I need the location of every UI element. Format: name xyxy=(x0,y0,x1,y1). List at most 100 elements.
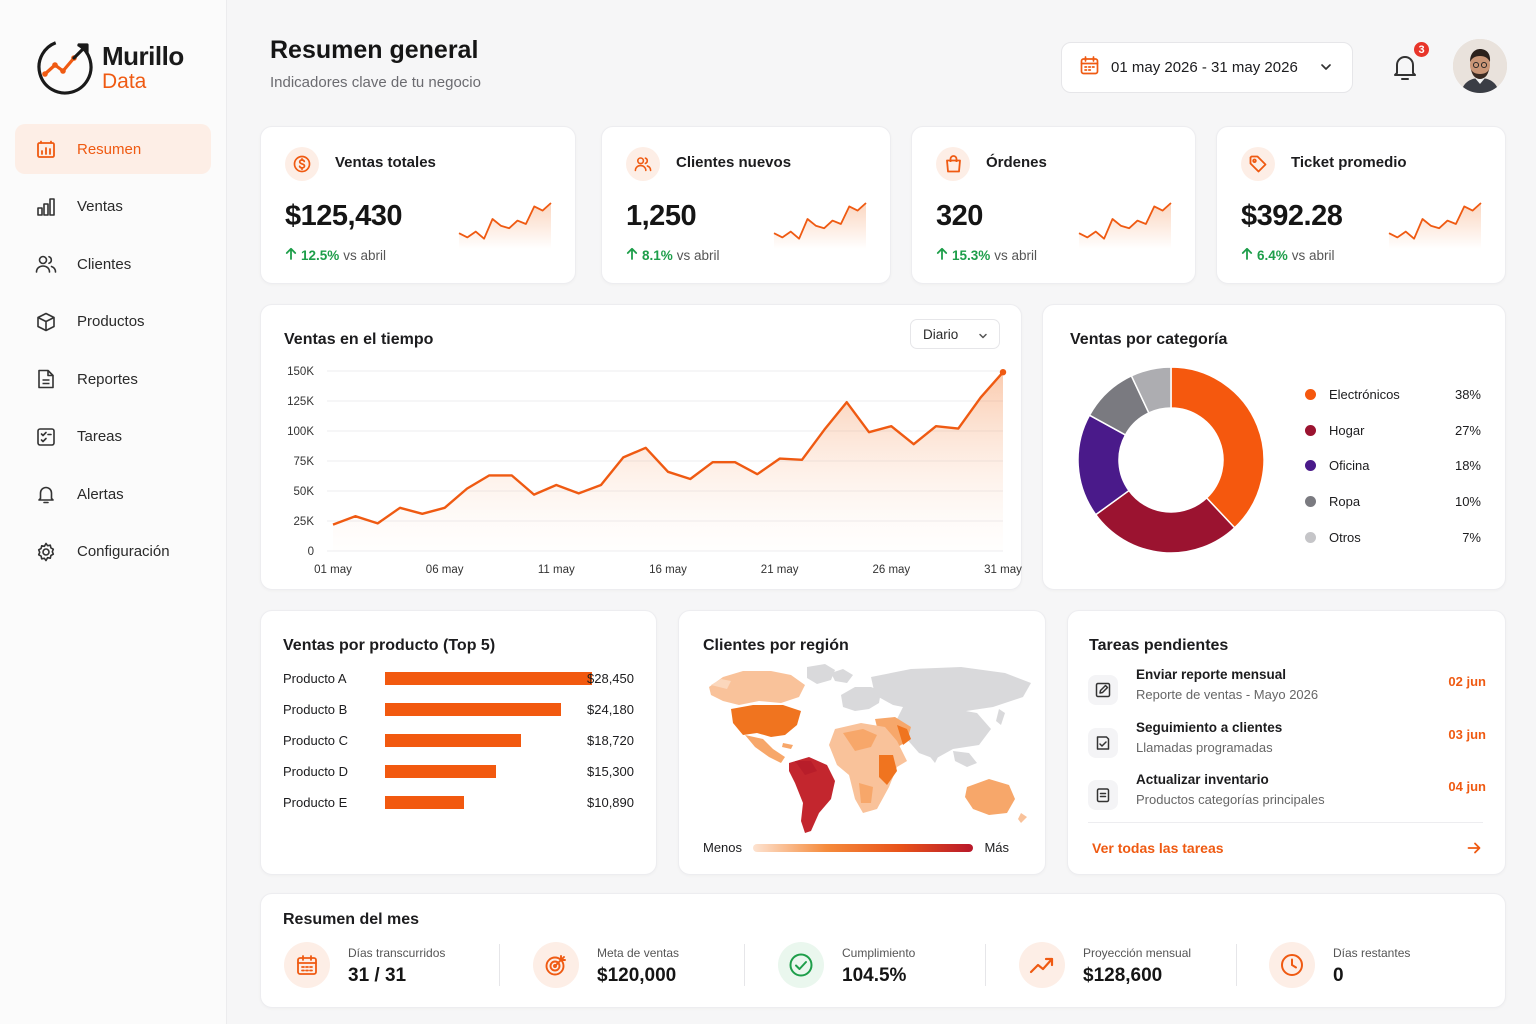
sidebar-item-productos[interactable]: Productos xyxy=(15,297,211,347)
kpi-delta-vs: vs abril xyxy=(1291,247,1335,263)
task-title: Seguimiento a clientes xyxy=(1136,720,1283,735)
date-range-picker[interactable]: 01 may 2026 - 31 may 2026 xyxy=(1061,42,1353,93)
sparkline-area xyxy=(459,203,551,249)
divider xyxy=(1236,944,1237,986)
sidebar-item-label: Reportes xyxy=(77,370,138,388)
bar-value-label: $24,180 xyxy=(587,701,634,717)
avatar[interactable] xyxy=(1453,39,1507,93)
kpi-delta-vs: vs abril xyxy=(343,247,387,263)
page-subtitle: Indicadores clave de tu negocio xyxy=(270,74,481,91)
card-title: Ventas en el tiempo xyxy=(284,331,434,348)
world-map xyxy=(709,664,1031,833)
task-item[interactable]: Seguimiento a clientes Llamadas programa… xyxy=(1088,720,1486,770)
pie-slice[interactable] xyxy=(1170,366,1265,529)
sidebar-item-resumen[interactable]: Resumen xyxy=(15,124,211,174)
summary-label: Meta de ventas xyxy=(597,946,680,960)
sidebar-item-tareas[interactable]: Tareas xyxy=(15,412,211,462)
x-tick-label: 31 may xyxy=(984,564,1022,576)
summary-item: Días restantes 0 xyxy=(1269,940,1479,1000)
kpi-label: Órdenes xyxy=(986,154,1047,171)
arrow-right-icon[interactable] xyxy=(1467,841,1481,860)
brand-logo[interactable]: Murillo Data xyxy=(36,38,184,96)
kpi-sparkline xyxy=(1387,199,1483,254)
summary-label: Proyección mensual xyxy=(1083,946,1192,960)
summary-item: Proyección mensual $128,600 xyxy=(1019,940,1229,1000)
category-legend: Electrónicos 38% Hogar 27% Oficina 18% R… xyxy=(1305,377,1481,555)
summary-value: 104.5% xyxy=(842,965,907,986)
sparkline-svg xyxy=(1388,202,1482,249)
pie-slice[interactable] xyxy=(1130,366,1172,414)
period-select[interactable]: Diario xyxy=(910,319,1000,349)
clipboard-icon xyxy=(1088,780,1118,810)
x-tick-label: 26 may xyxy=(872,564,910,576)
bar-chart-icon xyxy=(35,196,57,218)
sidebar-item-configuracion[interactable]: Configuración xyxy=(15,527,211,577)
card-title: Ventas por producto (Top 5) xyxy=(283,637,496,654)
x-tick-label: 21 may xyxy=(761,564,799,576)
sidebar-item-label: Resumen xyxy=(77,140,142,158)
sidebar-item-reportes[interactable]: Reportes xyxy=(15,354,211,404)
legend-label: Otros xyxy=(1329,529,1361,545)
bar-value-label: $28,450 xyxy=(587,670,634,686)
user-avatar-icon xyxy=(1453,39,1507,93)
y-tick-label: 125K xyxy=(287,396,314,408)
bar xyxy=(385,702,561,716)
legend-label: Oficina xyxy=(1329,458,1370,474)
logo-icon xyxy=(37,39,93,95)
data-point[interactable] xyxy=(999,369,1007,376)
y-tick-label: 100K xyxy=(287,426,314,438)
summary-label: Días restantes xyxy=(1333,946,1411,960)
pie-slice[interactable] xyxy=(1094,489,1236,554)
calendar-icon xyxy=(284,942,330,988)
product-bar-row: Producto A $28,450 xyxy=(283,668,656,688)
kpi-delta-vs: vs abril xyxy=(994,247,1038,263)
kpi-sparkline xyxy=(1077,199,1173,254)
legend-value: 38% xyxy=(1454,387,1481,403)
sparkline-line xyxy=(773,202,867,240)
gear-icon xyxy=(35,541,57,563)
notifications-button[interactable] xyxy=(1390,52,1420,87)
map-legend-gradient xyxy=(753,844,973,852)
product-bar-row: Producto E $10,890 xyxy=(283,792,656,812)
document-icon xyxy=(35,368,57,390)
kpi-delta-pct: 15.3% xyxy=(952,247,991,263)
bar-category-label: Producto B xyxy=(283,701,348,717)
card-title: Tareas pendientes xyxy=(1089,637,1229,654)
task-item[interactable]: Enviar reporte mensual Reporte de ventas… xyxy=(1088,667,1486,717)
period-select-value: Diario xyxy=(923,326,959,342)
kpi-card-ordenes: Órdenes 320 15.3% vs abril xyxy=(911,126,1196,284)
card-title: Clientes por región xyxy=(703,637,849,654)
map-legend-high: Más xyxy=(984,840,1009,855)
kpi-delta-pct: 12.5% xyxy=(301,247,340,263)
legend-item: Ropa 10% xyxy=(1305,484,1481,520)
task-item[interactable]: Actualizar inventario Productos categorí… xyxy=(1088,772,1486,822)
box-icon xyxy=(35,311,57,333)
legend-value: 10% xyxy=(1454,494,1481,510)
summary-item: Meta de ventas $120,000 xyxy=(533,940,743,1000)
divider xyxy=(744,944,745,986)
chevron-down-icon xyxy=(1320,60,1332,78)
chevron-down-icon xyxy=(978,329,988,344)
sidebar-item-clientes[interactable]: Clientes xyxy=(15,239,211,289)
users-icon xyxy=(626,147,660,181)
arrow-up-icon xyxy=(1241,247,1253,263)
legend-value: 18% xyxy=(1454,458,1481,474)
summary-value: 31 / 31 xyxy=(348,965,407,986)
arrow-up-icon xyxy=(626,247,638,263)
sidebar-item-ventas[interactable]: Ventas xyxy=(15,182,211,232)
kpi-label: Ventas totales xyxy=(335,154,436,171)
sidebar-item-alertas[interactable]: Alertas xyxy=(15,469,211,519)
page-title: Resumen general xyxy=(270,36,479,64)
legend-item: Otros 7% xyxy=(1305,519,1481,555)
summary-item: Cumplimiento 104.5% xyxy=(778,940,988,1000)
view-all-tasks-link[interactable]: Ver todas las tareas xyxy=(1092,840,1224,856)
divider xyxy=(1088,822,1483,823)
product-bar-row: Producto B $24,180 xyxy=(283,699,656,719)
legend-value: 7% xyxy=(1462,529,1481,545)
card-title: Ventas por categoría xyxy=(1070,331,1228,348)
legend-swatch xyxy=(1305,496,1316,508)
edit-icon xyxy=(1088,675,1118,705)
sidebar-item-label: Ventas xyxy=(77,198,123,215)
legend-item: Hogar 27% xyxy=(1305,413,1481,449)
sidebar-nav: Resumen Ventas Clientes Productos Report… xyxy=(15,124,211,584)
